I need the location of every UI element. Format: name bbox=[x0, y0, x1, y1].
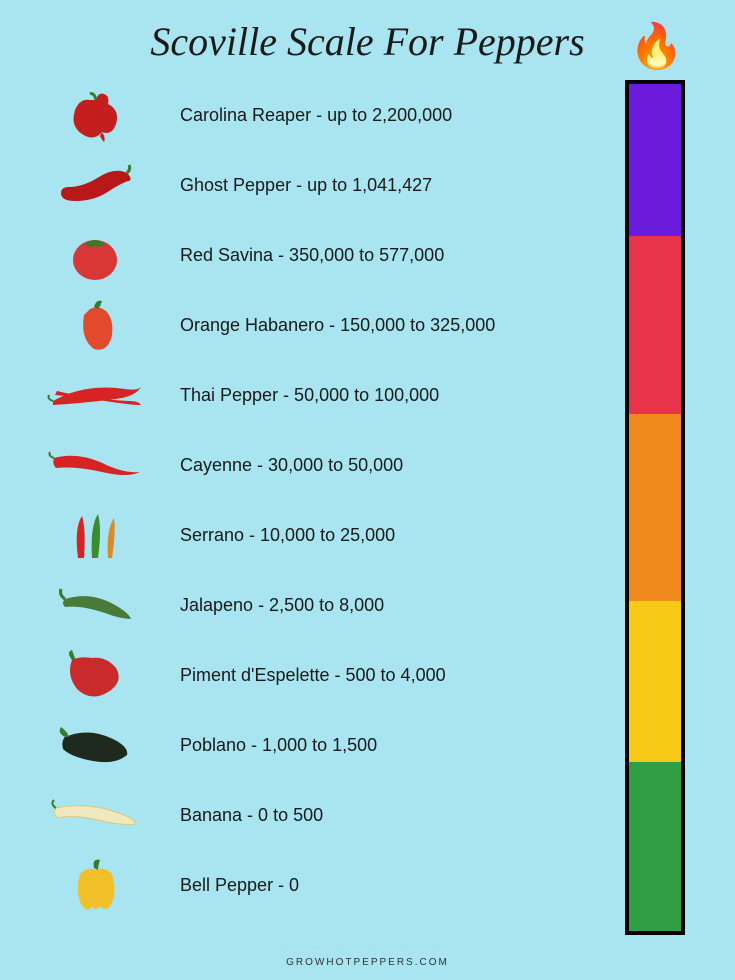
footer-url: GROWHOTPEPPERS.COM bbox=[0, 957, 735, 968]
pepper-label: Cayenne - 30,000 to 50,000 bbox=[150, 455, 403, 476]
pepper-row: Piment d'Espelette - 500 to 4,000 bbox=[40, 640, 570, 710]
pepper-row: Jalapeno - 2,500 to 8,000 bbox=[40, 570, 570, 640]
ghost-pepper-icon bbox=[40, 155, 150, 215]
pepper-label: Orange Habanero - 150,000 to 325,000 bbox=[150, 315, 495, 336]
pepper-list: Carolina Reaper - up to 2,200,000 Ghost … bbox=[40, 80, 570, 920]
pepper-row: Banana - 0 to 500 bbox=[40, 780, 570, 850]
bell-pepper-icon bbox=[40, 855, 150, 915]
pepper-label: Red Savina - 350,000 to 577,000 bbox=[150, 245, 444, 266]
serrano-icon bbox=[40, 505, 150, 565]
pepper-row: Thai Pepper - 50,000 to 100,000 bbox=[40, 360, 570, 430]
thermometer-segment bbox=[629, 414, 681, 600]
pepper-label: Bell Pepper - 0 bbox=[150, 875, 299, 896]
heat-thermometer bbox=[625, 80, 685, 935]
pepper-label: Serrano - 10,000 to 25,000 bbox=[150, 525, 395, 546]
pepper-label: Piment d'Espelette - 500 to 4,000 bbox=[150, 665, 446, 686]
cayenne-icon bbox=[40, 435, 150, 495]
poblano-icon bbox=[40, 715, 150, 775]
footer-dots: · · · · · · · · · · · · · · · · · · bbox=[0, 944, 735, 953]
pepper-row: Red Savina - 350,000 to 577,000 bbox=[40, 220, 570, 290]
pepper-row: Cayenne - 30,000 to 50,000 bbox=[40, 430, 570, 500]
pepper-label: Thai Pepper - 50,000 to 100,000 bbox=[150, 385, 439, 406]
page-title: Scoville Scale For Peppers bbox=[78, 0, 658, 65]
thermometer-segment bbox=[629, 762, 681, 931]
thermometer-segment bbox=[629, 84, 681, 236]
pepper-label: Poblano - 1,000 to 1,500 bbox=[150, 735, 377, 756]
thai-pepper-icon bbox=[40, 365, 150, 425]
pepper-label: Carolina Reaper - up to 2,200,000 bbox=[150, 105, 452, 126]
flame-icon: 🔥 bbox=[629, 20, 683, 74]
footer: · · · · · · · · · · · · · · · · · · GROW… bbox=[0, 944, 735, 968]
pepper-row: Orange Habanero - 150,000 to 325,000 bbox=[40, 290, 570, 360]
habanero-icon bbox=[40, 295, 150, 355]
pepper-label: Banana - 0 to 500 bbox=[150, 805, 323, 826]
pepper-label: Ghost Pepper - up to 1,041,427 bbox=[150, 175, 432, 196]
pepper-label: Jalapeno - 2,500 to 8,000 bbox=[150, 595, 384, 616]
jalapeno-icon bbox=[40, 575, 150, 635]
pepper-row: Serrano - 10,000 to 25,000 bbox=[40, 500, 570, 570]
pepper-row: Ghost Pepper - up to 1,041,427 bbox=[40, 150, 570, 220]
pepper-row: Carolina Reaper - up to 2,200,000 bbox=[40, 80, 570, 150]
red-savina-icon bbox=[40, 225, 150, 285]
pepper-row: Poblano - 1,000 to 1,500 bbox=[40, 710, 570, 780]
banana-pepper-icon bbox=[40, 785, 150, 845]
thermometer-segment bbox=[629, 601, 681, 762]
pepper-row: Bell Pepper - 0 bbox=[40, 850, 570, 920]
carolina-reaper-icon bbox=[40, 85, 150, 145]
espelette-icon bbox=[40, 645, 150, 705]
thermometer-segment bbox=[629, 236, 681, 414]
